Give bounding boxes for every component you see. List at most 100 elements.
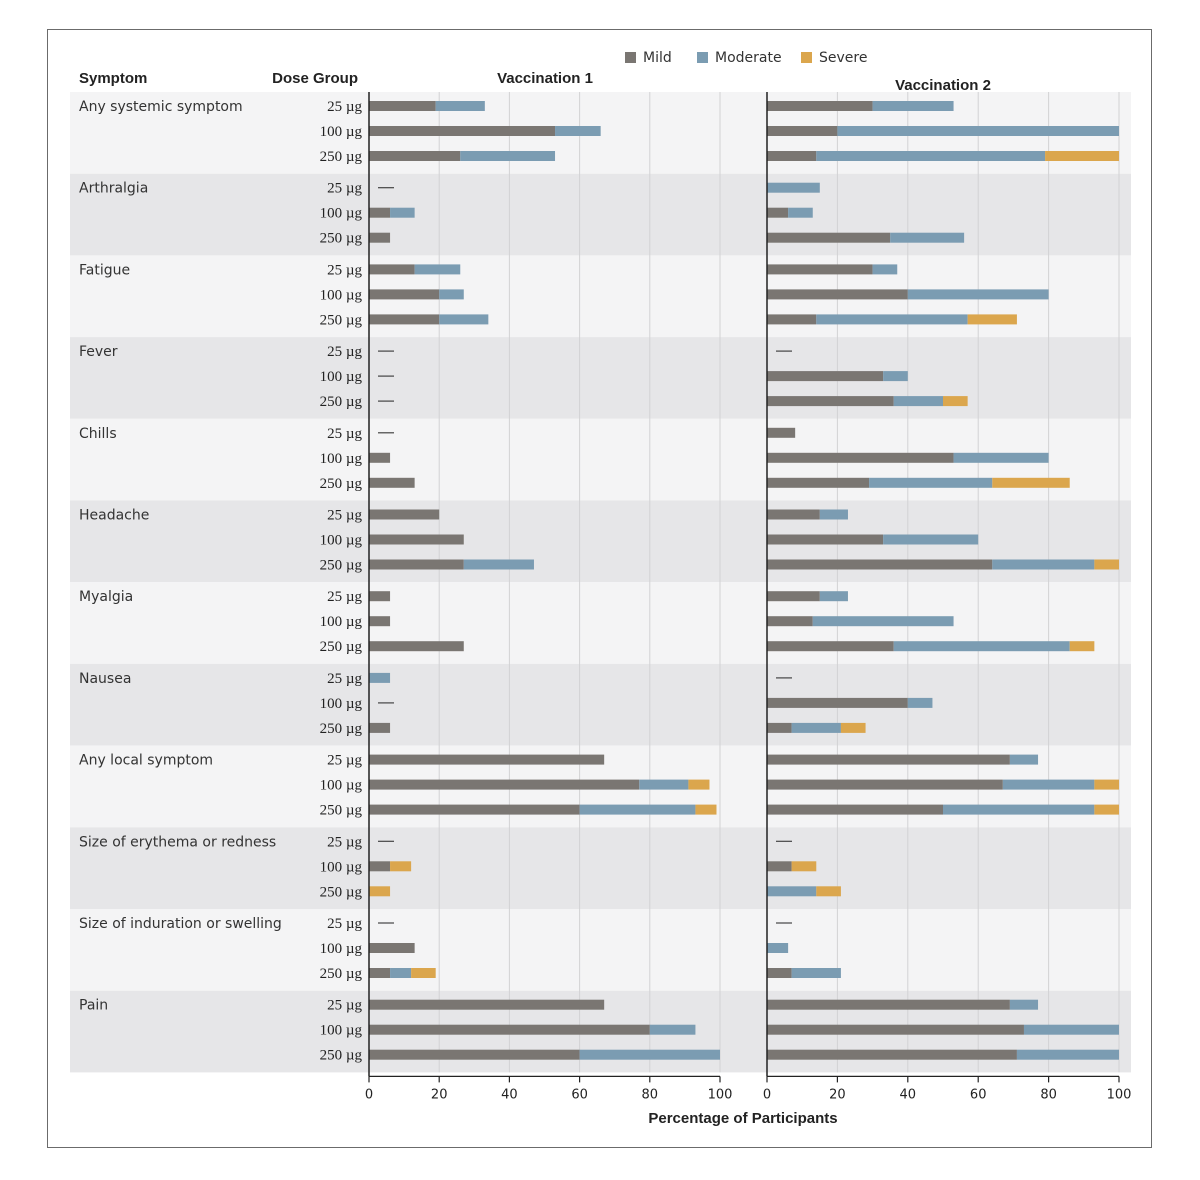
bar-segment-severe: [992, 477, 1070, 488]
x-tick-label: 100: [708, 1087, 733, 1102]
dose-label: 250 µg: [320, 639, 363, 655]
bar-segment-mild: [767, 534, 884, 545]
bar-segment-mild: [369, 477, 415, 488]
bar-segment-mild: [767, 427, 796, 438]
bar-segment-moderate: [819, 591, 848, 602]
header-vaccination-2: Vaccination 2: [895, 77, 991, 94]
bar-segment-severe: [967, 314, 1017, 325]
bar-segment-mild: [767, 616, 813, 627]
legend: Mild Moderate Severe: [625, 50, 867, 66]
bar-segment-moderate: [791, 968, 841, 978]
bar-segment-mild: [767, 151, 817, 161]
bar-segment-moderate: [414, 264, 461, 275]
bar-segment-moderate: [816, 314, 968, 325]
bar-segment-moderate: [767, 943, 789, 953]
header-vaccination-1: Vaccination 1: [497, 70, 593, 87]
bar-segment-mild: [767, 509, 820, 520]
bar-segment-mild: [369, 232, 391, 243]
bar-segment-mild: [369, 289, 440, 300]
dose-label: 25 µg: [327, 916, 362, 932]
bar-segment-moderate: [390, 968, 412, 978]
symptom-label: Fatigue: [79, 262, 130, 278]
dose-label: 25 µg: [327, 181, 362, 197]
bar-segment-moderate: [791, 722, 841, 733]
x-tick-label: 0: [365, 1087, 373, 1102]
bar-segment-mild: [369, 641, 464, 652]
dose-label: 250 µg: [320, 558, 363, 574]
symptom-label: Nausea: [79, 671, 131, 687]
bar-segment-mild: [767, 232, 891, 243]
axes: 0 20 40 60 80 100 0 20 40 60 80 100: [365, 92, 1132, 1102]
bar-segment-mild: [767, 968, 792, 978]
bar-segment-moderate: [579, 804, 696, 815]
dose-label: 100 µg: [320, 451, 363, 467]
symptom-band: [70, 909, 1131, 991]
bar-segment-mild: [369, 126, 556, 136]
bar-segment-moderate: [883, 371, 908, 382]
bar-segment-severe: [1069, 641, 1095, 652]
bar-segment-moderate: [869, 477, 993, 488]
bar-segment-moderate: [992, 559, 1095, 570]
bar-marks: [369, 101, 1119, 1060]
symptom-label: Fever: [79, 344, 118, 360]
dose-label: 25 µg: [327, 589, 362, 605]
symptom-band: [70, 337, 1131, 419]
header-symptom: Symptom: [79, 70, 147, 87]
bar-segment-mild: [369, 534, 464, 545]
bar-segment-moderate: [767, 886, 817, 897]
bar-segment-mild: [369, 151, 461, 161]
bar-segment-mild: [767, 641, 894, 652]
bar-segment-moderate: [649, 1024, 696, 1035]
bar-segment-mild: [369, 1049, 580, 1060]
dose-label: 250 µg: [320, 312, 363, 328]
bar-segment-moderate: [907, 697, 933, 708]
bar-segment-moderate: [555, 126, 601, 136]
bar-segment-moderate: [767, 182, 820, 193]
bar-segment-mild: [369, 314, 440, 325]
bar-segment-moderate: [893, 396, 943, 407]
bar-segment-severe: [369, 886, 391, 897]
bar-segment-mild: [767, 396, 894, 407]
symptom-label: Arthralgia: [79, 181, 148, 197]
dose-label: 25 µg: [327, 508, 362, 524]
bar-segment-mild: [767, 477, 870, 488]
bar-segment-mild: [369, 754, 605, 765]
bar-segment-moderate: [812, 616, 954, 627]
bar-segment-mild: [369, 1024, 650, 1035]
bar-segment-mild: [767, 126, 838, 136]
dose-label: 100 µg: [320, 124, 363, 140]
dose-label: 100 µg: [320, 369, 363, 385]
header-dose-group: Dose Group: [272, 70, 358, 87]
bar-segment-moderate: [943, 804, 1095, 815]
bar-segment-mild: [369, 943, 415, 953]
dose-label: 250 µg: [320, 884, 363, 900]
bar-segment-moderate: [1002, 779, 1095, 790]
bar-segment-mild: [369, 968, 391, 978]
dose-label: 100 µg: [320, 778, 363, 794]
dose-label: 250 µg: [320, 231, 363, 247]
symptom-label: Pain: [79, 998, 108, 1014]
bar-segment-mild: [767, 264, 873, 275]
symptom-label: Chills: [79, 426, 117, 442]
symptom-band: [70, 663, 1131, 746]
gridlines: [438, 92, 1120, 1073]
dose-label: 250 µg: [320, 476, 363, 492]
dose-label: 25 µg: [327, 344, 362, 360]
dose-label: 25 µg: [327, 998, 362, 1014]
bar-segment-mild: [369, 861, 391, 872]
x-tick-label: 60: [970, 1087, 987, 1102]
legend-swatch-severe: [801, 52, 812, 63]
bar-segment-mild: [369, 804, 580, 815]
bar-segment-mild: [369, 452, 391, 463]
bar-segment-moderate: [907, 289, 1049, 300]
legend-label-severe: Severe: [819, 50, 867, 66]
x-tick-label: 100: [1107, 1087, 1132, 1102]
bar-segment-mild: [767, 1049, 1017, 1060]
symptom-label: Headache: [79, 508, 149, 524]
bar-segment-severe: [390, 861, 412, 872]
bar-segment-moderate: [788, 207, 813, 218]
bar-segment-mild: [767, 452, 954, 463]
dose-label: 250 µg: [320, 803, 363, 819]
dose-label: 100 µg: [320, 1023, 363, 1039]
